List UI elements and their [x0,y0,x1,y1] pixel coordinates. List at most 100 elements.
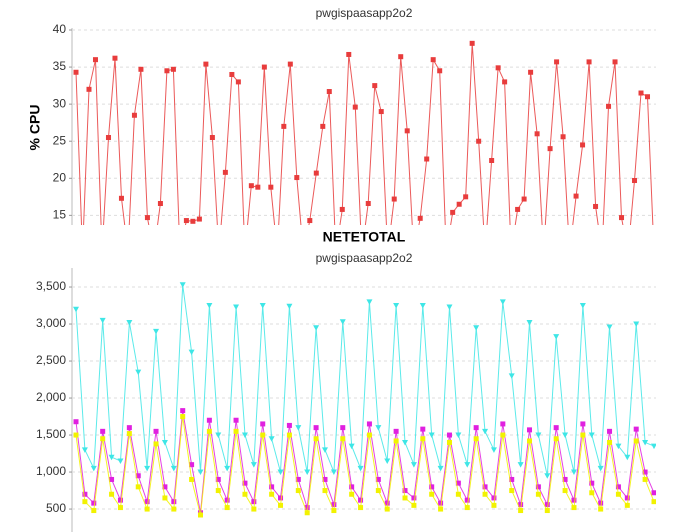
data-point [275,250,280,255]
data-point [562,476,568,482]
data-point [499,299,506,305]
data-point [358,497,364,503]
data-point [607,428,613,434]
data-point [251,506,257,512]
data-point [455,480,461,486]
data-point [307,218,313,224]
data-point [183,218,189,224]
data-point [527,438,533,444]
data-point [251,499,257,505]
data-point [346,51,352,57]
data-point [286,432,292,438]
data-point [331,508,337,514]
data-point [490,447,497,453]
y-tick-label: 2,500 [36,353,66,367]
data-point [189,476,195,482]
chart-title: NETETOTAL [323,229,406,245]
data-point [393,428,399,434]
data-point [248,183,254,189]
data-point [170,465,177,472]
data-point [260,421,266,427]
data-point [509,488,515,494]
data-point [117,497,123,503]
data-point [509,476,515,482]
data-point [105,135,111,141]
data-point [509,250,514,255]
data-point [437,465,444,472]
data-point [320,123,326,129]
data-point [535,491,541,497]
data-point [446,432,452,438]
data-point [450,209,456,215]
data-point [348,443,355,450]
data-point [339,206,345,212]
data-point [73,419,79,425]
data-point [593,203,599,209]
data-point [151,250,156,255]
data-point [286,303,293,310]
data-point [162,484,168,490]
data-point [82,491,88,497]
data-point [535,484,541,490]
data-point [109,491,115,497]
data-point [349,491,355,497]
data-point [544,502,550,508]
data-point [398,54,404,60]
data-point [553,436,559,442]
data-point [366,432,372,438]
data-point [571,505,577,511]
data-point [304,505,310,511]
data-point [600,250,605,255]
data-point [313,325,320,331]
data-point [424,156,430,162]
data-point [469,40,475,46]
data-point [277,469,284,476]
data-point [164,68,170,74]
data-point [571,497,577,503]
data-point [642,469,648,475]
data-point [419,303,426,309]
data-point [366,299,373,305]
data-point [597,465,604,472]
data-point [295,488,301,494]
y-tick-label: 3,500 [36,279,66,293]
data-point [91,500,97,506]
data-point [295,476,301,482]
data-point [526,320,533,326]
data-point [179,282,186,288]
data-point [547,146,553,152]
data-point [73,69,79,75]
data-point [429,491,435,497]
data-point [404,128,410,134]
data-point [135,473,141,479]
data-point [330,469,337,476]
data-point [437,68,443,74]
data-point [108,454,115,461]
data-point [438,506,444,512]
data-point [482,491,488,497]
data-point [286,422,292,428]
data-point [224,505,230,511]
data-point [517,462,524,468]
data-point [518,502,524,508]
data-point [157,200,163,206]
plot [73,40,654,255]
data-point [260,432,266,438]
data-point [420,436,426,442]
data-point [81,447,88,453]
data-point [209,135,215,141]
data-point [206,417,212,423]
y-tick-label: 15 [53,208,67,222]
data-point [301,250,306,255]
data-point [580,421,586,427]
data-point [553,334,560,340]
data-point [534,131,540,137]
data-point [393,303,400,309]
data-point [235,79,241,85]
data-point [366,421,372,427]
data-point [375,476,381,482]
data-point [171,506,177,512]
data-point [402,488,408,494]
data-point [535,432,542,439]
